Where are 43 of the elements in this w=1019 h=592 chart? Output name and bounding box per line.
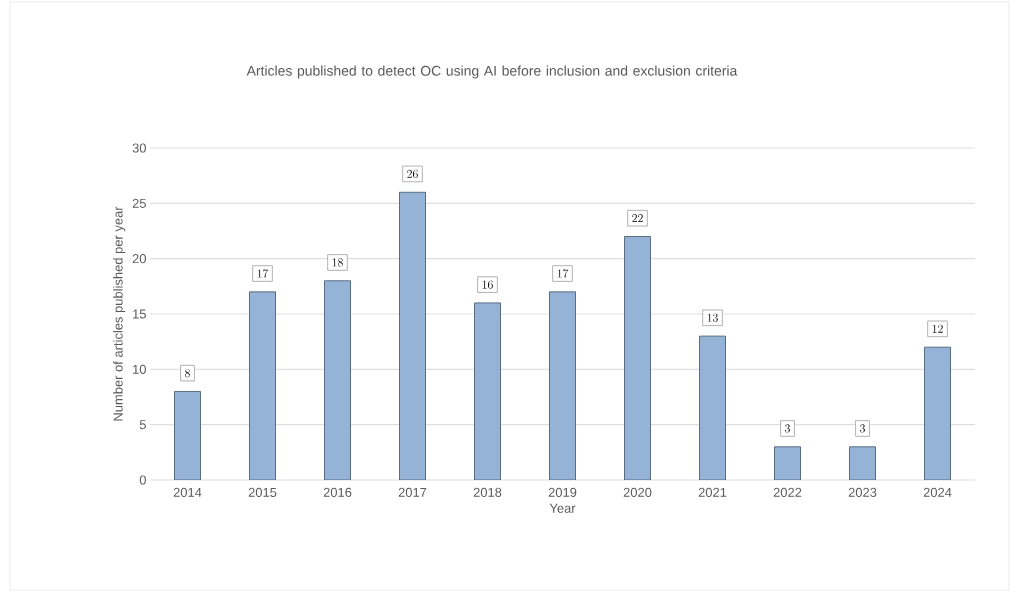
data-label: 17 xyxy=(257,269,269,278)
bar xyxy=(474,302,502,480)
y-axis-title: Number of articles published per year xyxy=(113,206,126,421)
chart-title: Articles published to detect OC using AI before inclusion and exclusion criteria xyxy=(246,65,738,79)
bar xyxy=(849,446,877,480)
bar xyxy=(399,191,426,480)
x-tick-label: 2017 xyxy=(398,487,427,497)
data-label: 18 xyxy=(332,258,343,267)
x-tick-label: 2020 xyxy=(623,487,652,497)
x-tick-label: 2018 xyxy=(473,487,502,497)
y-tick-label: 5 xyxy=(139,420,146,430)
bar xyxy=(174,390,201,480)
y-tick-label: 10 xyxy=(133,364,146,374)
bar xyxy=(924,346,952,480)
bar xyxy=(624,236,652,480)
data-label: 16 xyxy=(482,280,493,289)
data-label: 22 xyxy=(632,214,643,223)
y-tick-label: 0 xyxy=(139,475,146,485)
x-tick-label: 2019 xyxy=(548,487,577,497)
x-tick-label: 2021 xyxy=(698,487,727,497)
data-label: 17 xyxy=(557,269,569,278)
bar xyxy=(249,291,276,480)
y-tick-label: 15 xyxy=(133,309,146,319)
data-label: 3 xyxy=(860,424,865,433)
x-tick-label: 2024 xyxy=(923,487,952,497)
x-tick-label: 2014 xyxy=(173,487,202,497)
data-label: 26 xyxy=(407,169,418,179)
data-label: 3 xyxy=(785,424,790,433)
x-tick-label: 2015 xyxy=(248,487,277,497)
bar xyxy=(324,280,351,480)
x-tick-label: 2016 xyxy=(323,487,352,497)
data-label: 8 xyxy=(185,369,190,378)
y-tick-label: 30 xyxy=(132,143,146,153)
x-tick-label: 2022 xyxy=(773,487,802,497)
y-tick-label: 25 xyxy=(132,198,146,208)
data-label: 13 xyxy=(707,313,718,322)
x-tick-label: 2023 xyxy=(848,487,877,497)
bar xyxy=(549,291,577,480)
bar xyxy=(699,335,727,480)
x-axis-title: Year xyxy=(549,503,576,513)
data-label: 12 xyxy=(932,324,943,333)
y-tick-label: 20 xyxy=(132,254,146,264)
bar xyxy=(774,446,802,480)
